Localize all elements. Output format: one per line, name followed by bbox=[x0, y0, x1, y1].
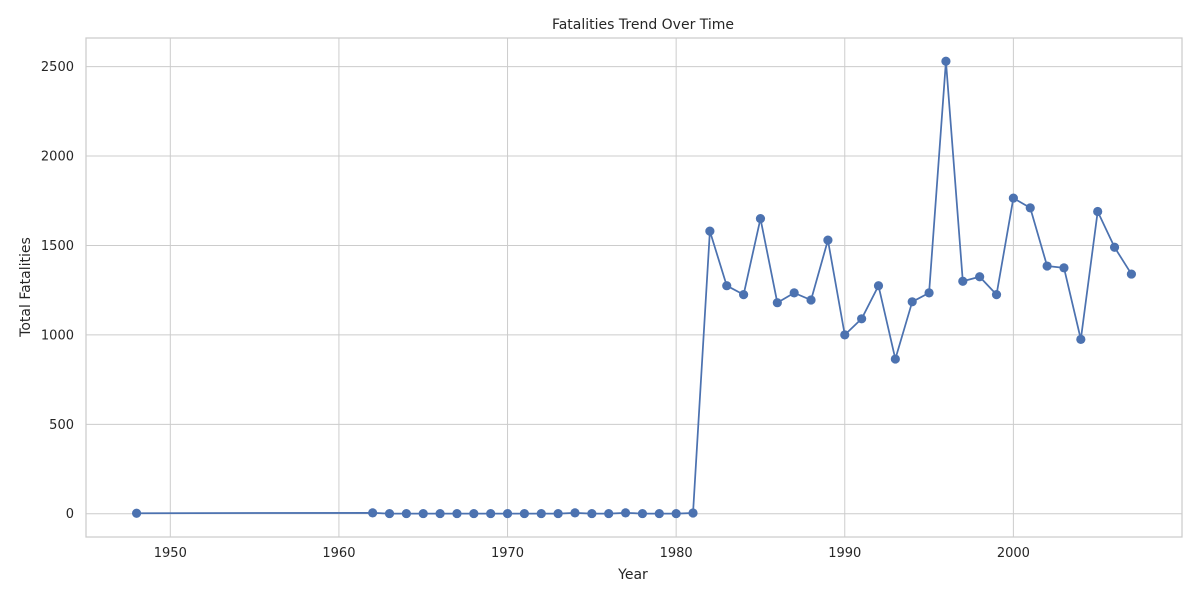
data-point bbox=[469, 508, 479, 519]
data-point bbox=[671, 508, 681, 519]
data-point bbox=[553, 508, 563, 519]
data-point bbox=[486, 508, 496, 519]
data-point bbox=[991, 290, 1002, 300]
data-point bbox=[722, 281, 732, 291]
data-point bbox=[620, 508, 631, 518]
data-point bbox=[654, 508, 664, 519]
data-point bbox=[755, 214, 766, 224]
data-point bbox=[806, 295, 816, 305]
data-point bbox=[688, 508, 698, 518]
x-axis-label: Year bbox=[617, 567, 648, 583]
y-tick-label: 0 bbox=[66, 507, 74, 522]
data-point bbox=[924, 288, 934, 298]
data-point bbox=[823, 235, 833, 245]
series-layer bbox=[131, 56, 1137, 519]
data-point bbox=[1059, 263, 1069, 273]
data-point bbox=[452, 508, 462, 519]
data-point bbox=[958, 276, 968, 286]
x-tick-label: 1990 bbox=[828, 546, 861, 561]
x-tick-label: 1970 bbox=[491, 546, 524, 561]
data-point bbox=[1109, 242, 1120, 252]
y-tick-label: 2500 bbox=[41, 60, 74, 75]
data-point bbox=[857, 314, 867, 324]
x-tick-label: 1980 bbox=[660, 546, 693, 561]
data-point bbox=[435, 508, 445, 519]
data-point bbox=[570, 508, 580, 518]
data-point bbox=[1008, 193, 1018, 203]
x-tick-label: 2000 bbox=[997, 546, 1030, 561]
data-point bbox=[1093, 206, 1103, 217]
data-point bbox=[941, 56, 951, 66]
y-axis-label: Total Fatalities bbox=[18, 237, 34, 338]
data-point bbox=[384, 508, 395, 519]
grid bbox=[86, 38, 1182, 537]
data-point bbox=[418, 508, 428, 519]
data-point bbox=[502, 508, 513, 519]
data-point bbox=[739, 290, 749, 300]
data-point bbox=[705, 226, 715, 236]
data-point bbox=[1076, 334, 1086, 344]
data-point bbox=[604, 508, 614, 519]
data-point bbox=[536, 508, 546, 519]
data-point bbox=[975, 272, 985, 282]
data-point bbox=[890, 354, 900, 364]
y-tick-label: 500 bbox=[49, 418, 74, 433]
data-point bbox=[131, 508, 142, 518]
axis-ticks: 1950 1960 1970 1980 1990 2000 0 500 1000 1500 2000… bbox=[41, 60, 1030, 561]
data-point bbox=[368, 508, 378, 518]
y-tick-label: 1000 bbox=[41, 328, 74, 343]
data-point bbox=[1126, 269, 1137, 279]
data-point bbox=[587, 508, 597, 519]
series-line bbox=[136, 60, 1133, 515]
x-tick-label: 1960 bbox=[322, 546, 355, 561]
chart-title: Fatalities Trend Over Time bbox=[552, 17, 734, 33]
data-point bbox=[401, 508, 411, 519]
y-tick-label: 1500 bbox=[41, 239, 74, 254]
data-point bbox=[772, 298, 782, 308]
data-point bbox=[907, 297, 917, 307]
data-point bbox=[840, 330, 850, 340]
plot-frame bbox=[85, 37, 1183, 538]
data-point bbox=[519, 508, 530, 519]
x-tick-label: 1950 bbox=[154, 546, 187, 561]
data-point bbox=[637, 508, 648, 519]
data-point bbox=[789, 288, 799, 298]
data-point bbox=[1025, 203, 1035, 213]
data-point bbox=[1042, 261, 1052, 271]
y-tick-label: 2000 bbox=[41, 150, 74, 165]
data-point bbox=[873, 281, 884, 291]
